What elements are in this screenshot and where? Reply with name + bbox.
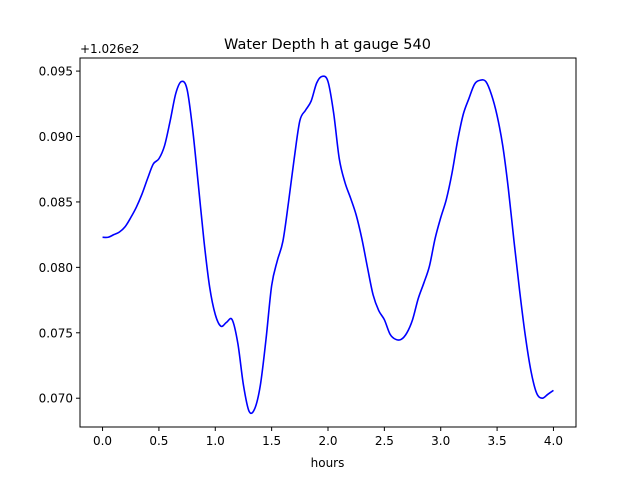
y-tick-label: 0.095 [39,65,73,79]
y-ticks: 0.070 0.075 0.080 0.085 0.090 0.095 [39,65,80,406]
y-tick-label: 0.085 [39,195,73,209]
x-tick-label: 3.5 [488,434,507,448]
x-tick-label: 3.0 [431,434,450,448]
series-group [102,75,554,415]
plot-frame [79,57,577,428]
x-tick-label: 0.5 [149,434,168,448]
y-tick-label: 0.075 [39,326,73,340]
series-line [102,75,554,415]
x-tick-label: 0.0 [93,434,112,448]
x-ticks: 0.0 0.5 1.0 1.5 2.0 2.5 3.0 3.5 4.0 [93,427,563,448]
y-tick-label: 0.070 [39,392,73,406]
x-tick-label: 1.0 [206,434,225,448]
y-tick-label: 0.080 [39,261,73,275]
x-tick-label: 1.5 [262,434,281,448]
chart-title: Water Depth h at gauge 540 [224,37,431,53]
x-tick-label: 4.0 [544,434,563,448]
x-tick-label: 2.0 [318,434,337,448]
x-tick-label: 2.5 [375,434,394,448]
y-offset-label: +1.026e2 [80,42,139,56]
x-axis-label: hours [311,456,345,470]
y-tick-label: 0.090 [39,130,73,144]
